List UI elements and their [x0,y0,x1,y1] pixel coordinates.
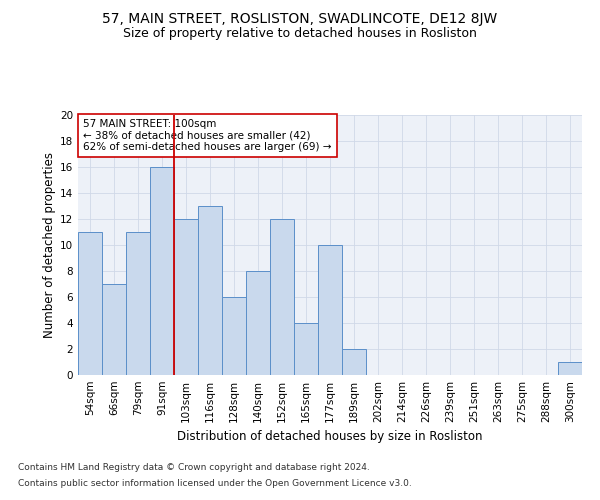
Text: Size of property relative to detached houses in Rosliston: Size of property relative to detached ho… [123,28,477,40]
Bar [270,219,294,375]
Text: 57, MAIN STREET, ROSLISTON, SWADLINCOTE, DE12 8JW: 57, MAIN STREET, ROSLISTON, SWADLINCOTE,… [103,12,497,26]
Bar [318,245,342,375]
Bar [246,271,270,375]
Bar [342,349,366,375]
Bar [198,206,222,375]
Text: 57 MAIN STREET: 100sqm
← 38% of detached houses are smaller (42)
62% of semi-det: 57 MAIN STREET: 100sqm ← 38% of detached… [83,119,332,152]
Bar [222,297,246,375]
Bar [294,323,318,375]
X-axis label: Distribution of detached houses by size in Rosliston: Distribution of detached houses by size … [177,430,483,444]
Y-axis label: Number of detached properties: Number of detached properties [43,152,56,338]
Text: Contains public sector information licensed under the Open Government Licence v3: Contains public sector information licen… [18,478,412,488]
Bar [126,232,150,375]
Bar [558,362,582,375]
Text: Contains HM Land Registry data © Crown copyright and database right 2024.: Contains HM Land Registry data © Crown c… [18,464,370,472]
Bar [174,219,198,375]
Bar [78,232,102,375]
Bar [150,167,174,375]
Bar [102,284,126,375]
